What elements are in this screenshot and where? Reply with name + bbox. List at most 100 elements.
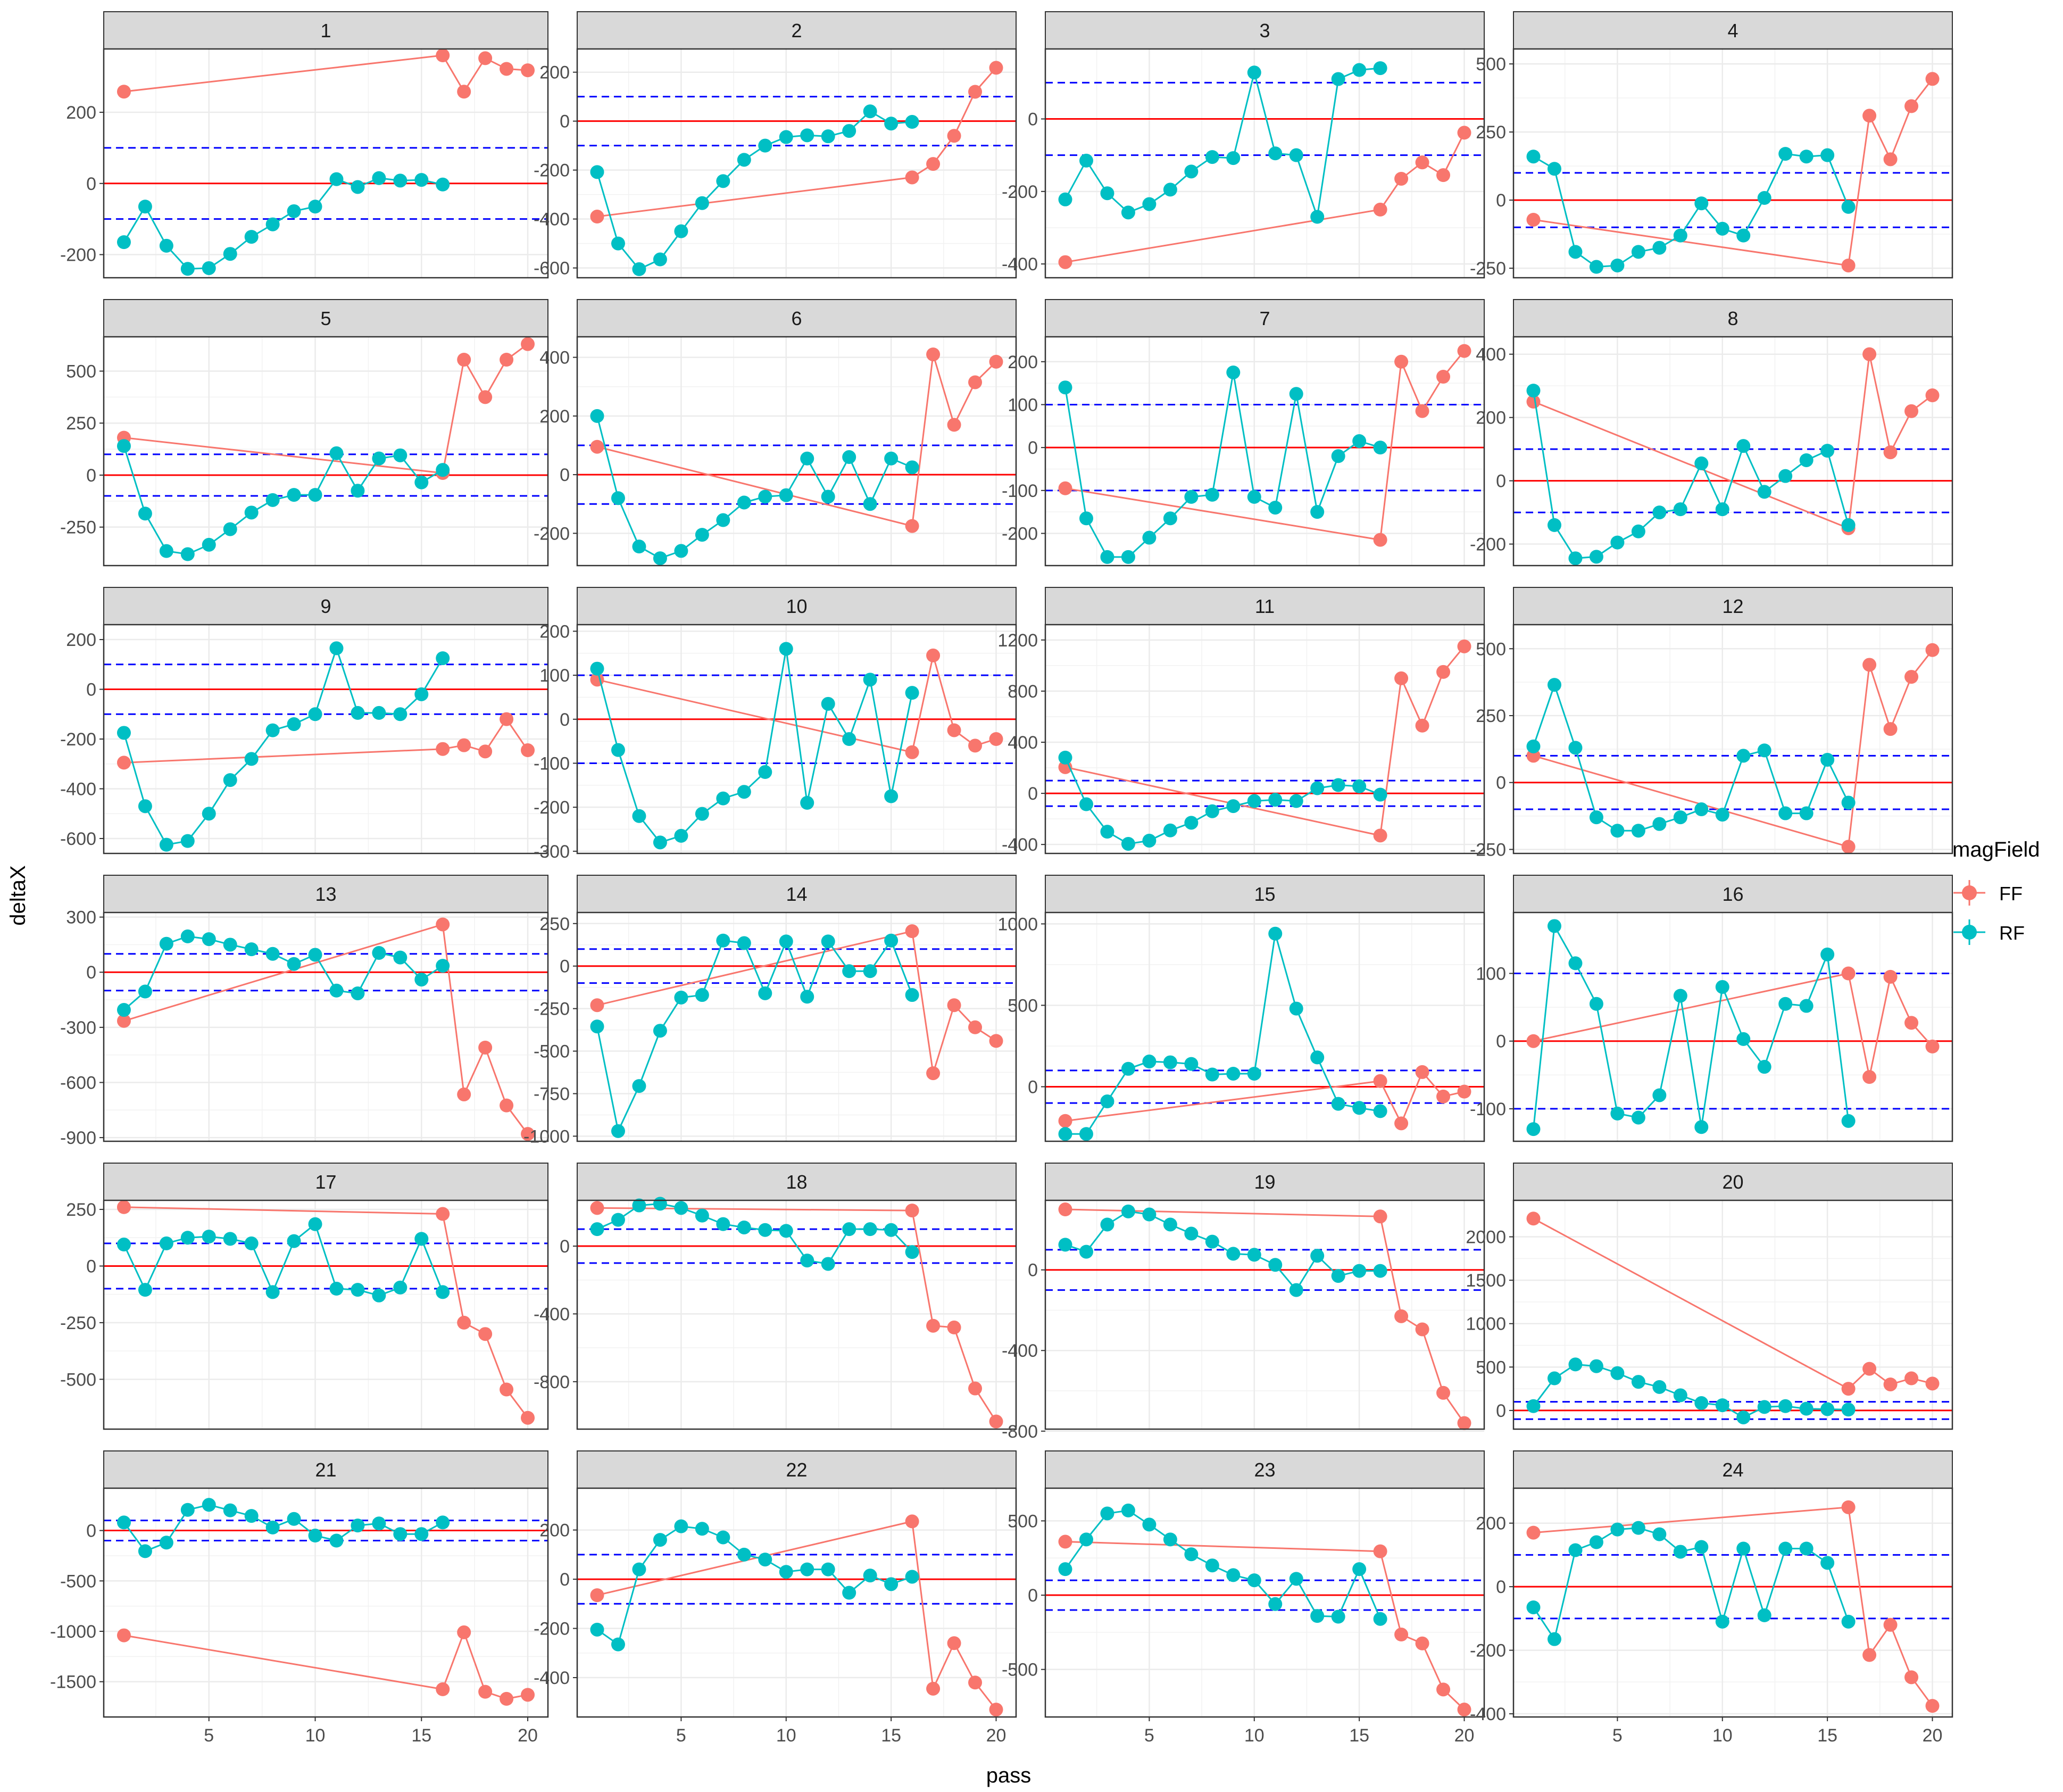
data-point-ff [1457, 639, 1471, 653]
panel-background-10 [577, 625, 1016, 853]
panel-background-3 [1045, 49, 1484, 278]
strip-label-17: 17 [315, 1171, 336, 1193]
data-point-rf [1589, 1359, 1603, 1373]
data-point-rf [1736, 1032, 1751, 1046]
data-point-ff [926, 157, 941, 171]
data-point-ff [457, 1315, 471, 1330]
y-tick-label: -600 [60, 829, 96, 849]
panel-border-17 [103, 1199, 549, 1430]
data-point-rf [1820, 444, 1835, 458]
data-point-ff [905, 1204, 919, 1218]
data-point-rf [632, 262, 646, 276]
data-point-rf [800, 990, 814, 1004]
data-point-rf [372, 451, 386, 466]
y-tick-label: 1000 [1466, 1314, 1506, 1334]
data-point-rf [653, 1197, 667, 1211]
panel-21: 21 -1500 -1000 -500 0 5 10 15 20 [50, 1450, 549, 1746]
data-point-rf [159, 1236, 173, 1250]
legend: magField FF RF [1952, 838, 2040, 945]
data-point-rf [414, 1527, 429, 1541]
x-tick-label: 10 [1244, 1725, 1265, 1746]
data-point-ff [1436, 1089, 1451, 1104]
series-rf-1 [117, 171, 450, 276]
data-point-rf [842, 124, 856, 138]
data-point-rf [1778, 1541, 1793, 1556]
y-tick-label: 0 [560, 957, 570, 977]
panel-border-15 [1044, 911, 1485, 1142]
panel-background-4 [1513, 49, 1952, 278]
data-point-ff [1415, 404, 1429, 418]
data-point-ff [989, 354, 1003, 369]
panel-22: 22 -400 -200 0 200 5 10 15 20 [534, 1450, 1017, 1746]
data-point-rf [737, 785, 751, 799]
data-point-ff [1457, 1084, 1471, 1099]
data-point-rf [1841, 518, 1856, 532]
y-tick-label: 0 [1496, 190, 1506, 211]
data-point-rf [159, 238, 173, 253]
data-point-ff [1373, 1074, 1387, 1088]
data-point-rf [1268, 926, 1283, 941]
y-tick-label: 0 [1496, 1577, 1506, 1597]
strip-1 [103, 11, 548, 49]
data-point-ff [1883, 1377, 1898, 1391]
data-point-rf [821, 1257, 835, 1271]
data-point-ff [989, 1703, 1003, 1717]
data-point-rf [1079, 153, 1093, 168]
panel-15: 15 0 500 1000 [997, 875, 1485, 1142]
panel-background-18 [577, 1200, 1016, 1429]
data-point-ff [1841, 840, 1856, 854]
panel-11: 11 -400 0 400 800 1200 [997, 587, 1485, 855]
data-point-ff [500, 1382, 514, 1397]
y-tick-label: -200 [534, 798, 570, 818]
data-point-rf [223, 1232, 237, 1246]
data-point-ff [1058, 1202, 1072, 1217]
data-point-rf [329, 446, 344, 460]
panel-background-14 [577, 912, 1016, 1141]
data-point-rf [590, 165, 604, 179]
panel-background-23 [1045, 1488, 1484, 1717]
data-point-rf [1268, 501, 1283, 515]
y-tick-label: 400 [539, 348, 570, 368]
series-ff-16 [1526, 966, 1940, 1084]
data-point-rf [758, 986, 772, 1000]
data-point-rf [821, 490, 835, 504]
data-point-ff [947, 418, 961, 432]
data-point-rf [223, 247, 237, 261]
y-tick-label: 0 [1496, 1032, 1506, 1052]
series-rf-5 [117, 439, 450, 561]
strip-label-19: 19 [1254, 1171, 1275, 1193]
y-tick-label: -400 [60, 779, 96, 799]
series-rf-16 [1526, 919, 1856, 1136]
data-point-rf [1184, 1226, 1199, 1241]
data-point-rf [1673, 502, 1687, 517]
data-point-ff [457, 1087, 471, 1101]
data-point-ff [905, 519, 919, 533]
data-point-rf [1547, 162, 1561, 176]
data-point-rf [800, 128, 814, 143]
data-point-rf [842, 732, 856, 746]
data-point-rf [590, 409, 604, 423]
data-point-rf [414, 687, 429, 701]
data-point-rf [436, 177, 450, 192]
data-point-rf [1799, 1401, 1814, 1416]
data-point-rf [1589, 810, 1603, 825]
data-point-rf [138, 200, 152, 214]
y-tick-label: 200 [1008, 352, 1038, 372]
data-point-rf [1226, 1568, 1241, 1582]
data-point-rf [800, 451, 814, 466]
data-point-ff [1526, 1034, 1541, 1048]
panel-background-8 [1513, 337, 1952, 566]
series-ff-9 [117, 712, 535, 770]
strip-2 [577, 11, 1017, 49]
data-point-rf [821, 129, 835, 144]
strip-21 [103, 1450, 548, 1489]
data-point-ff [1904, 1371, 1919, 1386]
data-point-rf [329, 172, 344, 186]
series-line-rf [596, 649, 913, 844]
data-point-rf [632, 1198, 646, 1213]
data-point-rf [244, 942, 259, 957]
data-point-rf [1079, 1245, 1093, 1259]
series-ff-14 [590, 924, 1003, 1081]
data-point-rf [905, 686, 919, 700]
data-point-ff [968, 1020, 983, 1034]
